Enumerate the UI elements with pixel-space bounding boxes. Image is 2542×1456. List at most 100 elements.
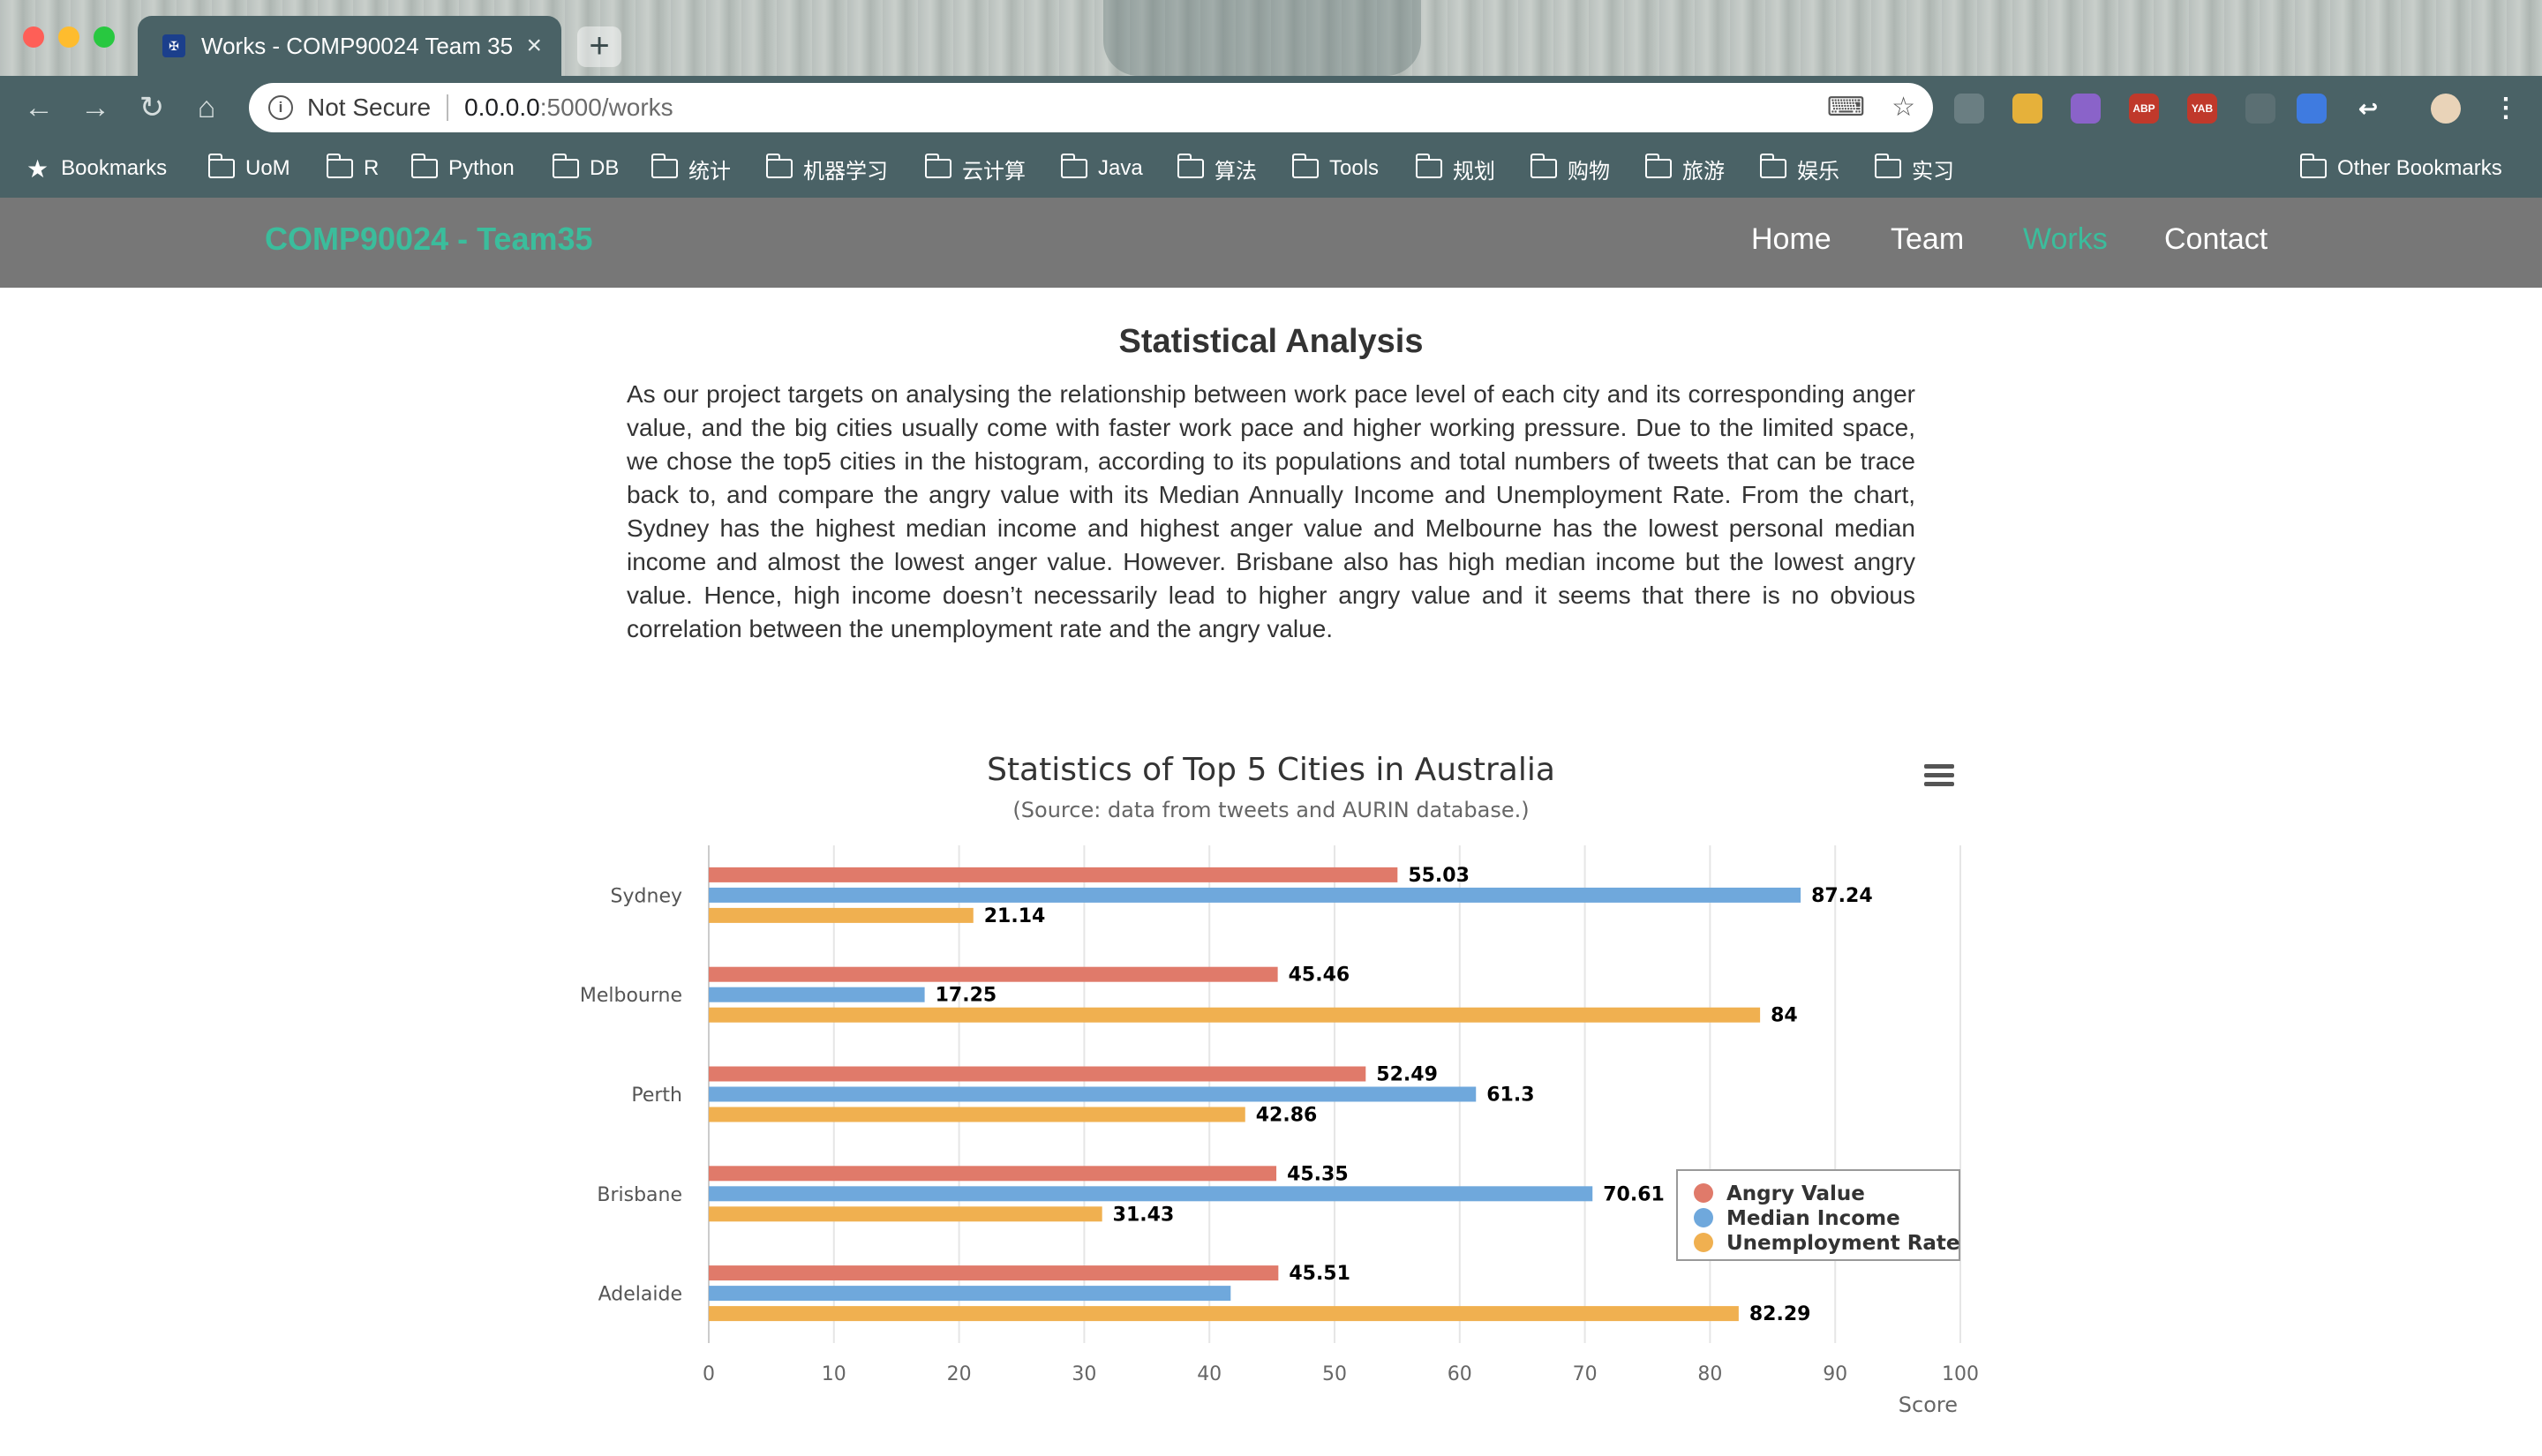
hook-extension-icon[interactable]: ↩ (2353, 94, 2383, 124)
bar-unemployment-rate[interactable] (709, 907, 974, 923)
bar-median-income[interactable] (709, 1186, 1593, 1202)
new-tab-button[interactable]: + (577, 26, 621, 67)
data-label: 55.03 (1408, 865, 1470, 887)
bookmark-star-icon[interactable]: ☆ (1891, 93, 1915, 122)
bar-median-income[interactable] (709, 987, 925, 1002)
close-window-button[interactable] (23, 26, 44, 48)
data-label: 84 (1771, 1005, 1798, 1027)
folder-icon (1177, 154, 1204, 178)
bar-angry-value[interactable] (709, 1166, 1277, 1182)
analysis-paragraph: As our project targets on analysing the … (627, 380, 1915, 642)
legend-item[interactable]: Angry Value (1726, 1182, 1865, 1205)
legend-marker[interactable] (1694, 1208, 1713, 1227)
x-tick-label: 60 (1448, 1363, 1472, 1385)
data-label: 61.3 (1486, 1084, 1534, 1107)
bookmark-folder-algo[interactable]: 算法 (1177, 154, 1257, 184)
bar-angry-value[interactable] (709, 867, 1398, 882)
maximize-window-button[interactable] (94, 26, 115, 48)
bookmark-folder-stats[interactable]: 统计 (651, 154, 731, 184)
category-label: Sydney (611, 885, 682, 907)
chart-menu-icon[interactable] (1924, 764, 1954, 786)
translate-extension-icon[interactable] (2245, 94, 2275, 124)
legend-item[interactable]: Median Income (1726, 1207, 1900, 1230)
bookmarks-bar: ★ Bookmarks UoM R Python DB 统计 机器学习 云计算 J… (0, 139, 2542, 198)
bookmark-folder-shopping[interactable]: 购物 (1530, 154, 1610, 184)
feather-icon[interactable] (2071, 94, 2101, 124)
category-label: Perth (631, 1084, 682, 1107)
pen-extension-icon[interactable] (2297, 94, 2327, 124)
site-navbar: COMP90024 - Team35 Home Team Works Conta… (0, 198, 2542, 288)
bookmark-folder-tools[interactable]: Tools (1292, 154, 1379, 184)
bookmark-folder-db[interactable]: DB (553, 154, 619, 184)
bar-median-income[interactable] (709, 887, 1801, 903)
x-tick-label: 10 (822, 1363, 846, 1385)
bar-median-income[interactable] (709, 1286, 1231, 1302)
shield-icon[interactable] (1954, 94, 1984, 124)
folder-icon (651, 154, 678, 178)
bookmark-folder-fun[interactable]: 娱乐 (1760, 154, 1839, 184)
nav-team[interactable]: Team (1891, 222, 1965, 256)
nav-works[interactable]: Works (2023, 222, 2108, 256)
nav-home[interactable]: Home (1751, 222, 1831, 256)
folder-icon (327, 154, 353, 178)
url-path: :5000/works (539, 94, 673, 121)
info-icon[interactable]: i (268, 95, 293, 120)
data-label: 17.25 (936, 985, 997, 1007)
x-tick-label: 20 (947, 1363, 972, 1385)
other-bookmarks[interactable]: Other Bookmarks (2300, 154, 2502, 184)
bookmark-folder-travel[interactable]: 旅游 (1645, 154, 1725, 184)
bookmark-item-bookmarks[interactable]: ★ Bookmarks (26, 154, 168, 183)
translate-icon[interactable]: ⌨ (1826, 93, 1866, 122)
bar-angry-value[interactable] (709, 1265, 1279, 1281)
avatar[interactable] (2431, 94, 2461, 124)
bar-angry-value[interactable] (709, 966, 1278, 982)
site-brand[interactable]: COMP90024 - Team35 (265, 221, 593, 257)
data-label: 52.49 (1376, 1064, 1438, 1086)
browser-tab[interactable]: ✠ Works - COMP90024 Team 35 × (138, 16, 561, 76)
nav-contact[interactable]: Contact (2164, 222, 2268, 256)
legend-marker[interactable] (1694, 1233, 1713, 1252)
folder-icon (208, 154, 235, 178)
folder-icon (925, 154, 951, 178)
legend-marker[interactable] (1694, 1183, 1713, 1203)
reload-icon[interactable]: ↻ (139, 91, 165, 124)
legend-item[interactable]: Unemployment Rate (1726, 1232, 1960, 1255)
bookmark-folder-cloud[interactable]: 云计算 (925, 154, 1026, 184)
bookmark-folder-intern[interactable]: 实习 (1875, 154, 1954, 184)
back-arrow-icon[interactable]: ← (24, 91, 54, 124)
x-tick-label: 70 (1573, 1363, 1598, 1385)
menu-dots-icon[interactable]: ⋮ (2493, 94, 2519, 123)
bookmark-folder-python[interactable]: Python (411, 154, 515, 184)
bar-unemployment-rate[interactable] (709, 1306, 1739, 1322)
x-tick-label: 30 (1072, 1363, 1096, 1385)
browser-toolbar: ← → ↻ ⌂ i Not Secure 0.0.0.0:5000/works … (0, 76, 2542, 139)
bar-unemployment-rate[interactable] (709, 1107, 1245, 1122)
bookmark-folder-java[interactable]: Java (1061, 154, 1143, 184)
extension-icon[interactable] (2012, 94, 2042, 124)
legend-box (1676, 1169, 1960, 1261)
forward-arrow-icon[interactable]: → (80, 91, 110, 124)
bar-unemployment-rate[interactable] (709, 1206, 1102, 1222)
address-bar[interactable]: i Not Secure 0.0.0.0:5000/works ⌨ ☆ (249, 83, 1933, 132)
data-label: 45.35 (1287, 1163, 1349, 1185)
bar-unemployment-rate[interactable] (709, 1007, 1761, 1023)
data-label: 87.24 (1811, 885, 1873, 907)
yab-icon[interactable]: YAB (2187, 94, 2217, 124)
minimize-window-button[interactable] (58, 26, 79, 48)
url-host: 0.0.0.0 (464, 94, 540, 121)
close-icon[interactable]: × (526, 31, 542, 60)
folder-icon (1645, 154, 1672, 178)
bookmark-folder-plan[interactable]: 规划 (1416, 154, 1495, 184)
x-tick-label: 40 (1197, 1363, 1222, 1385)
category-label: Brisbane (597, 1184, 682, 1206)
data-label: 21.14 (984, 905, 1046, 927)
bar-median-income[interactable] (709, 1086, 1477, 1102)
folder-icon (1530, 154, 1557, 178)
bar-angry-value[interactable] (709, 1066, 1366, 1082)
adblock-icon[interactable]: ABP (2129, 94, 2159, 124)
bookmark-folder-ml[interactable]: 机器学习 (766, 154, 888, 184)
bookmark-folder-r[interactable]: R (327, 154, 379, 184)
bookmark-folder-uom[interactable]: UoM (208, 154, 290, 184)
home-icon[interactable]: ⌂ (197, 91, 216, 124)
